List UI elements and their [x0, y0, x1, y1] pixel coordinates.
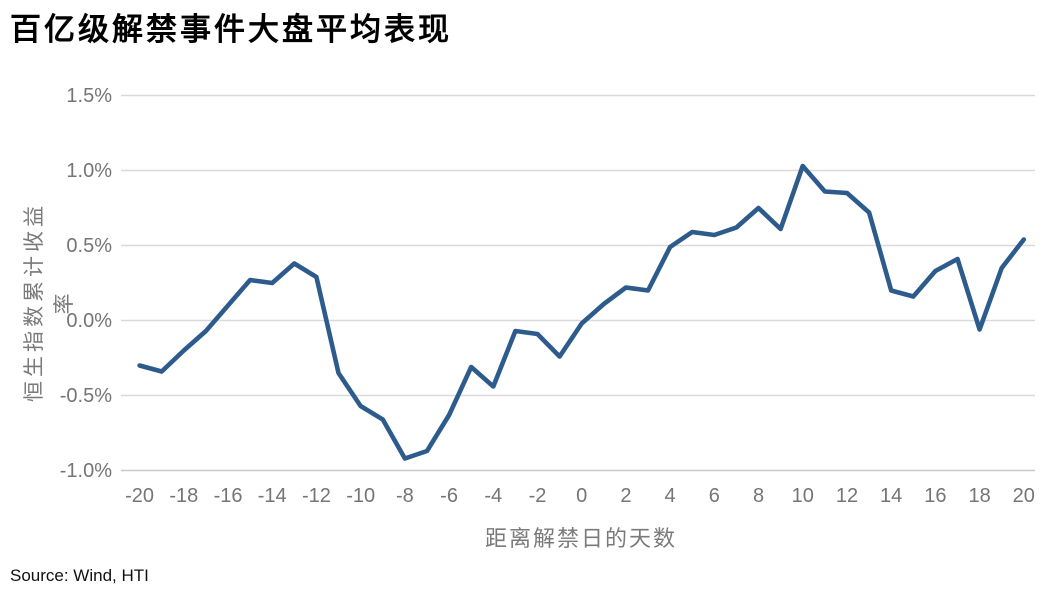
x-tick-label: -14 — [257, 485, 287, 507]
x-tick-label: -20 — [125, 485, 155, 507]
source-note: Source: Wind, HTI — [10, 566, 149, 585]
y-tick-label: -1.0% — [59, 459, 112, 482]
x-axis-title: 距离解禁日的天数 — [484, 526, 677, 551]
x-tick-label: 8 — [752, 485, 765, 507]
x-tick-label: 14 — [880, 485, 903, 507]
x-tick-label: -6 — [440, 485, 458, 507]
x-tick-label: 10 — [791, 485, 814, 507]
x-tick-label: 16 — [924, 485, 947, 507]
series-line — [137, 163, 1027, 461]
x-tick-label: -4 — [484, 485, 503, 507]
x-tick-label: 20 — [1012, 485, 1035, 507]
x-tick-label: 12 — [835, 485, 859, 507]
x-tick-label: 0 — [576, 485, 588, 507]
x-tick-label: 18 — [968, 485, 991, 507]
x-tick-label: -8 — [395, 485, 414, 507]
x-tick-label: 4 — [664, 485, 676, 507]
x-tick-label: -10 — [346, 485, 376, 507]
y-tick-label: 1.5% — [66, 84, 112, 107]
y-tick-label: 0.5% — [66, 234, 112, 257]
x-tick-label: -12 — [301, 485, 331, 507]
x-tick-label: -2 — [528, 485, 547, 507]
x-tick-label: -16 — [213, 485, 243, 507]
y-tick-label: -0.5% — [59, 384, 112, 407]
y-tick-label: 1.0% — [66, 159, 112, 182]
x-tick-label: 6 — [708, 485, 720, 507]
x-tick-label: 2 — [620, 485, 632, 507]
y-axis-title: 恒生指数累计收益率 — [22, 202, 76, 402]
y-tick-label: 0.0% — [66, 309, 112, 332]
chart-title: 百亿级解禁事件大盘平均表现 — [10, 12, 452, 47]
x-tick-label: -18 — [169, 485, 199, 507]
